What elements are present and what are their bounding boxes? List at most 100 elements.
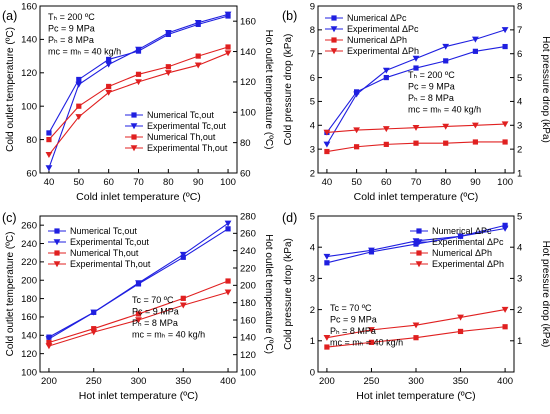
data-point <box>413 335 419 341</box>
condition-text: Tc = 70 ºC <box>132 295 174 305</box>
data-point <box>194 62 202 69</box>
x-tick-label: 50 <box>351 177 362 188</box>
x-tick-label: 70 <box>133 177 144 188</box>
y-right-tick-label: 5 <box>517 211 522 222</box>
data-point <box>443 140 449 146</box>
y-left-tick-label: 8 <box>310 25 315 36</box>
x-tick-label: 300 <box>131 376 147 387</box>
y-right-tick-label: 100 <box>240 367 256 378</box>
y-right-tick-label: 280 <box>240 211 256 222</box>
data-point <box>501 27 509 34</box>
y-left-tick-label: 260 <box>21 220 37 231</box>
legend-label: Experimental ΔPh <box>432 259 504 269</box>
legend-marker <box>416 228 422 234</box>
legend-marker <box>330 26 338 33</box>
panel-d: 200 250 300 350 400 0 1 2 3 4 5 1 2 3 4 5 Hot inlet temp… <box>282 211 550 402</box>
x-axis-label: Hot inlet temperature (ºC) <box>356 390 475 402</box>
y-left-tick-label: 9 <box>310 1 315 12</box>
x-axis-label: Hot inlet temperature (ºC) <box>79 390 198 402</box>
y-right-tick-label: 3 <box>517 121 522 132</box>
data-point <box>471 36 479 43</box>
data-point <box>382 126 390 133</box>
panel-label: (b) <box>282 9 297 23</box>
data-point <box>353 127 361 134</box>
data-point <box>382 67 390 74</box>
data-point <box>225 44 231 50</box>
condition-text: mc = mₕ = 40 kg/h <box>48 47 121 57</box>
y-left-tick-label: 160 <box>21 312 37 323</box>
y-right-tick-label: 2 <box>517 305 522 316</box>
y-left-tick-label: 60 <box>26 168 37 179</box>
legend-label: Experimental Tc,out <box>70 237 149 247</box>
data-point <box>46 137 52 143</box>
condition-text: Pc = 9 MPa <box>408 82 455 92</box>
legend-label: Experimental Tc,out <box>147 121 226 131</box>
data-point <box>45 165 53 172</box>
data-point <box>368 339 375 345</box>
x-tick-label: 250 <box>86 376 102 387</box>
y-right-tick-label: 140 <box>240 333 256 344</box>
y-left-tick-label: 2 <box>310 168 315 179</box>
data-point <box>502 43 508 50</box>
x-axis-label: Cold inlet temperature (ºC) <box>76 191 201 203</box>
data-point <box>442 43 450 50</box>
data-point <box>383 141 389 147</box>
data-point <box>368 247 375 254</box>
condition-text: mc = mₕ = 40 kg/h <box>330 338 403 348</box>
data-point <box>46 339 52 346</box>
legend-label: Numerical ΔPc <box>347 13 407 23</box>
data-point <box>195 53 201 59</box>
x-tick-label: 400 <box>220 376 236 387</box>
y-left-tick-label: 7 <box>310 49 315 60</box>
y-right-tick-label: 120 <box>240 77 256 88</box>
x-tick-label: 200 <box>41 376 57 387</box>
legend-label: Numerical Th,out <box>147 132 216 142</box>
y-right-tick-label: 3 <box>517 274 522 285</box>
condition-text: Pc = 9 MPa <box>48 24 95 34</box>
y-right-tick-label: 240 <box>240 246 256 257</box>
y-left-tick-label: 120 <box>21 349 37 360</box>
data-point <box>164 70 172 77</box>
data-point <box>224 289 232 296</box>
y-left-tick-label: 6 <box>310 73 315 84</box>
data-point <box>323 334 331 341</box>
legend-label: Experimental ΔPc <box>347 24 419 34</box>
panel-label: (a) <box>2 9 17 23</box>
legend-marker <box>416 250 422 256</box>
data-point <box>90 329 98 336</box>
legend-marker <box>330 48 338 55</box>
x-tick-label: 70 <box>411 177 422 188</box>
y-right-tick-label: 2 <box>517 144 522 155</box>
y-left-tick-label: 160 <box>21 1 37 12</box>
x-axis-label: Cold inlet temperature (ºC) <box>354 191 479 203</box>
y-left-tick-label: 180 <box>21 294 37 305</box>
y-left-tick-label: 140 <box>21 331 37 342</box>
condition-text: Pc = 9 MPa <box>330 315 377 325</box>
data-point <box>194 19 202 26</box>
y-right-tick-label: 5 <box>517 73 522 84</box>
condition-text: Tₕ = 200 ºC <box>48 12 95 22</box>
data-point <box>471 122 479 129</box>
data-point <box>501 225 509 232</box>
data-point <box>368 327 375 334</box>
legend-label: Numerical ΔPc <box>432 226 492 236</box>
condition-text: Tₕ = 200 ºC <box>408 70 455 80</box>
y-right-axis-label: Hot outlet temperature (ºC) <box>263 30 274 150</box>
legend-marker <box>53 261 61 268</box>
data-point <box>472 48 478 54</box>
legend-label: Experimental ΔPc <box>432 237 504 247</box>
data-point <box>135 280 142 287</box>
data-point <box>164 30 172 36</box>
x-tick-label: 90 <box>193 177 204 188</box>
y-left-tick-label: 220 <box>21 257 37 268</box>
condition-text: Pc = 9 MPa <box>132 307 179 317</box>
data-point <box>224 11 232 18</box>
data-point <box>76 103 82 109</box>
legend-marker <box>53 239 61 246</box>
legend-marker <box>54 250 60 256</box>
y-right-tick-label: 80 <box>240 138 251 149</box>
y-right-tick-label: 140 <box>240 47 256 58</box>
legend-marker <box>130 123 138 130</box>
y-right-tick-label: 180 <box>240 298 256 309</box>
condition-text: Pₕ = 8 MPa <box>330 326 376 336</box>
